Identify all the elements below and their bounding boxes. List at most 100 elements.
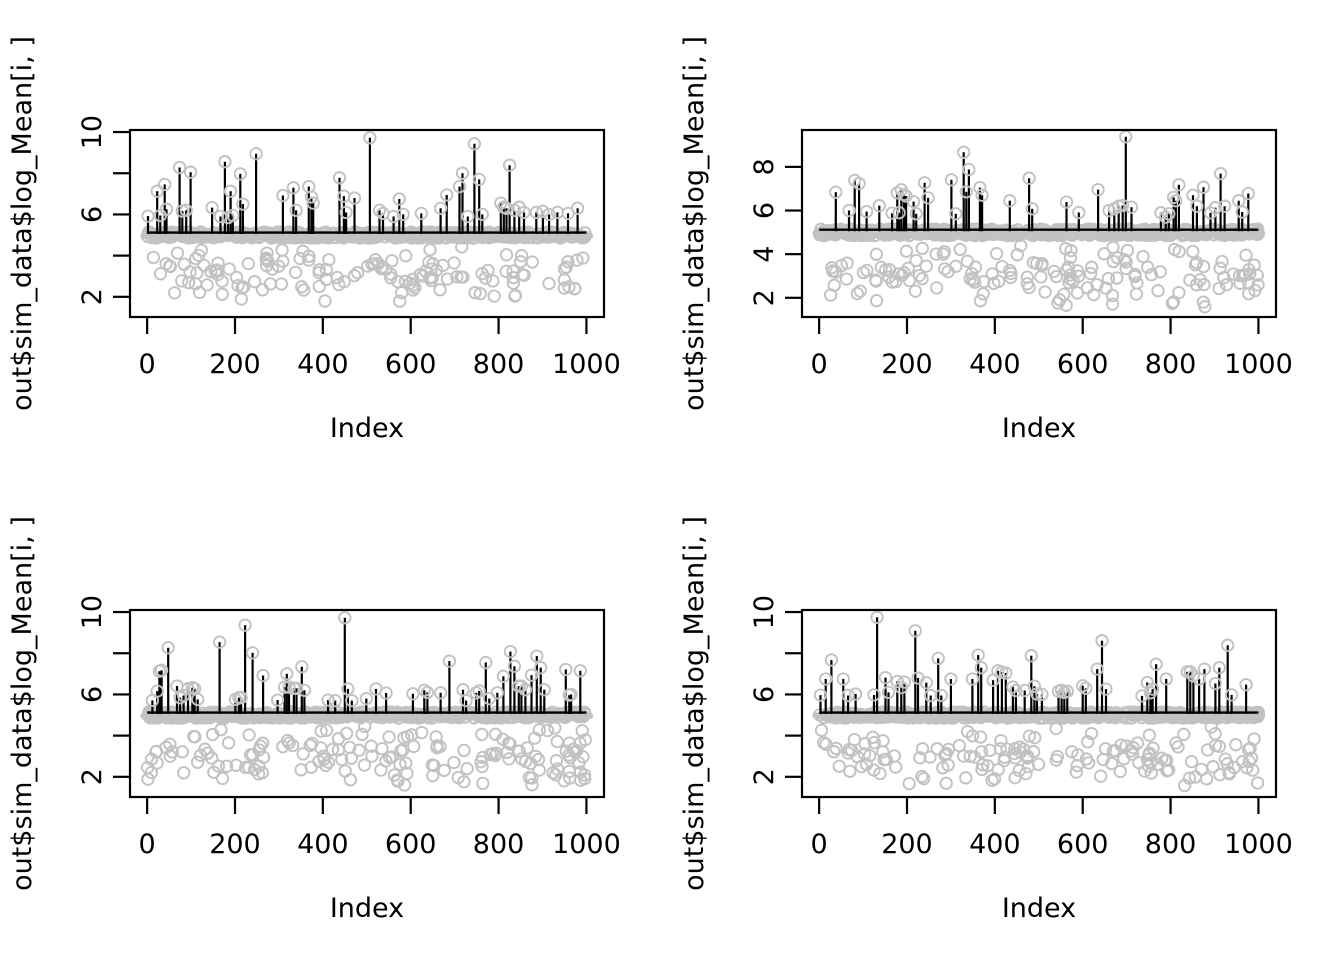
panel-bottom-left: 0 200 400 600 800 1000 2 6 10 Index out$sim_data$l… (7, 516, 621, 924)
data-point (848, 687, 863, 701)
data-point (172, 160, 187, 175)
data-point (1105, 297, 1120, 311)
data-point (506, 264, 520, 278)
data-point (1065, 745, 1079, 759)
data-point (241, 256, 256, 271)
data-point (892, 206, 906, 220)
data-point (881, 685, 896, 700)
y-tick-label: 4 (749, 246, 780, 263)
data-point (1141, 759, 1156, 773)
data-point (934, 688, 948, 703)
data-point (475, 727, 489, 742)
data-point (915, 241, 929, 255)
data-point (238, 618, 252, 632)
data-point (243, 748, 258, 762)
data-point (393, 757, 407, 771)
data-point (930, 281, 944, 295)
data-point (487, 289, 501, 303)
data-point (561, 255, 575, 269)
data-point (417, 683, 431, 697)
data-point (447, 755, 461, 770)
data-point (231, 278, 245, 293)
data-point (499, 248, 514, 262)
y-tick-label: 8 (749, 158, 780, 175)
data-point (902, 273, 917, 288)
data-point (899, 244, 914, 258)
data-point (1099, 281, 1113, 295)
data-point (1129, 287, 1144, 301)
x-tick-label: 600 (385, 349, 437, 380)
data-point (459, 693, 473, 708)
x-tick-label: 600 (1057, 829, 1109, 860)
data-point (255, 283, 270, 297)
x-tick-label: 400 (969, 349, 1021, 380)
data-point (177, 766, 191, 780)
data-point (159, 202, 174, 216)
data-point (475, 759, 489, 774)
data-point (1190, 255, 1204, 270)
panel-top-right: 0 200 400 600 800 1000 2 4 6 8 Index out$sim_data$l… (679, 36, 1293, 444)
data-point (163, 737, 177, 751)
data-point (559, 260, 573, 274)
data-point (236, 197, 250, 211)
data-point (304, 190, 319, 204)
spike-points (145, 611, 587, 708)
data-point (1196, 180, 1211, 194)
data-point (393, 294, 407, 308)
data-point (1003, 194, 1017, 208)
data-point (212, 635, 227, 649)
data-point (280, 667, 294, 681)
data-point (1108, 744, 1123, 758)
data-point (939, 776, 953, 790)
y-tick-label: 10 (77, 595, 108, 629)
data-point (557, 774, 571, 788)
data-point (153, 267, 168, 281)
data-point (211, 256, 225, 270)
data-point (548, 721, 562, 735)
data-point (1063, 251, 1078, 265)
data-point (913, 751, 927, 765)
data-point (1140, 752, 1155, 767)
data-point (234, 292, 249, 306)
data-point (915, 742, 930, 756)
data-point (1235, 754, 1250, 769)
data-point (1208, 676, 1223, 691)
data-point (332, 171, 347, 185)
data-point (953, 242, 967, 257)
data-point (1141, 260, 1155, 274)
data-point (570, 743, 584, 758)
data-point (424, 262, 438, 276)
data-point (234, 691, 248, 705)
data-point (271, 259, 286, 273)
data-point (813, 688, 828, 702)
data-point (263, 277, 278, 291)
data-point (859, 204, 874, 219)
data-point (190, 755, 205, 769)
data-point (252, 759, 266, 773)
x-tick-label: 800 (1145, 349, 1197, 380)
plot-box (800, 608, 1278, 799)
y-tick-label: 2 (749, 289, 780, 306)
data-point (423, 243, 437, 257)
data-point (396, 207, 410, 222)
x-axis: 0 200 400 600 800 1000 (139, 798, 621, 860)
data-point (1233, 268, 1247, 283)
panel-bottom-right: 0 200 400 600 800 1000 2 6 10 Index out$sim_data$l… (679, 516, 1293, 924)
data-point (288, 265, 303, 280)
data-point (570, 201, 585, 215)
data-point (375, 260, 389, 274)
data-point (507, 659, 522, 673)
data-point (959, 185, 973, 199)
x-tick-label: 0 (811, 829, 828, 860)
data-point (218, 155, 232, 169)
data-point (537, 683, 551, 697)
data-point (167, 286, 182, 300)
data-point (1167, 242, 1182, 257)
data-point (451, 770, 465, 785)
data-point (1243, 741, 1257, 755)
data-point (1060, 684, 1074, 698)
data-point (468, 286, 482, 300)
data-point (1071, 269, 1086, 283)
data-point (965, 672, 980, 686)
data-point (850, 286, 864, 301)
